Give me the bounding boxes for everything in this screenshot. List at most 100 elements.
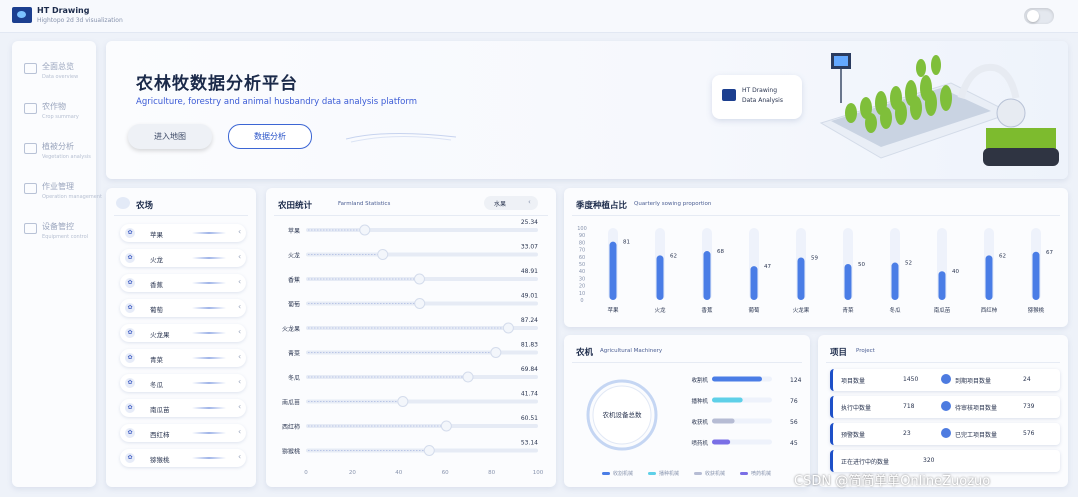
stat-value: 24 [1023,376,1031,383]
crop-icon: ✿ [125,378,135,388]
sidebar-item-crops[interactable]: 农作物 Crop summary [22,99,92,129]
project-stat-card: 执行中数量 718 待审核项目数量 739 [830,396,1060,418]
season-y-tick: 80 [579,240,585,246]
farm-category-label: 火龙 [288,252,300,260]
farm-value-label: 60.51 [521,415,538,422]
divider [572,362,802,363]
project-stat-card: 预警数量 23 已完工项目数量 576 [830,423,1060,445]
chevron-left-icon: ‹ [238,402,242,411]
chevron-left-icon: ‹ [238,427,242,436]
sidebar-item-sublabel: Operation management [42,194,102,200]
crop-label: 西红柿 [150,431,170,439]
farm-x-tick: 0 [304,470,308,476]
panel-title-en: Farmland Statistics [338,201,391,207]
tractor-icon [24,223,37,234]
app-title: HT Drawing [37,6,90,15]
crop-item[interactable]: ✿ 西红柿 ‹ [120,424,246,442]
leaf-icon [24,103,37,114]
farm-value-label: 41.74 [521,391,538,398]
crop-item[interactable]: ✿ 冬瓜 ‹ [120,374,246,392]
panel-title: 农田统计 [278,201,313,211]
season-value-label: 40 [952,269,959,275]
crop-item[interactable]: ✿ 香蕉 ‹ [120,274,246,292]
crop-item[interactable]: ✿ 火龙果 ‹ [120,324,246,342]
chevron-left-icon: ‹ [238,352,242,361]
machinery-legend-label: 收获机械 [705,470,725,477]
sidebar-item-operation[interactable]: 作业管理 Operation management [22,179,102,209]
sidebar-item-vegetation[interactable]: 植被分析 Vegetation analysis [22,139,92,169]
category-select[interactable]: 水果 ‹ [484,196,538,210]
farm-x-tick: 40 [395,470,402,476]
farm-x-tick: 20 [349,470,356,476]
stat-value: 23 [903,430,911,437]
chevron-left-icon: ‹ [238,277,242,286]
season-category-label: 冬瓜 [889,306,901,314]
project-stat-card: 正在进行中的数量 320 [830,450,1060,472]
crop-label: 苹果 [150,231,163,239]
crop-item[interactable]: ✿ 苹果 ‹ [120,224,246,242]
stat-label: 执行中数量 [841,405,872,412]
sidebar-item-equipment[interactable]: 设备管控 Equipment control [22,219,92,249]
crop-item[interactable]: ✿ 猕猴桃 ‹ [120,449,246,467]
farm-bar-knob [462,371,474,383]
wave-decoration [192,232,226,234]
crop-item[interactable]: ✿ 葡萄 ‹ [120,299,246,317]
farmland-panel: 农田统计 Farmland Statistics 水果 ‹ 苹果 25.34 火龙 3… [266,188,556,487]
season-value-label: 68 [717,249,724,255]
season-value-label: 62 [999,253,1006,259]
enter-map-button[interactable]: 进入地图 [128,124,212,149]
sidebar-item-label: 植被分析 [42,142,74,151]
season-y-tick: 20 [579,284,585,290]
farm-bar-track [306,399,538,404]
sidebar-item-overview[interactable]: 全面总览 Data overview [22,59,92,89]
page-title: 农林牧数据分析平台 [136,74,298,94]
machinery-value-label: 45 [790,440,798,447]
crop-item[interactable]: ✿ 火龙 ‹ [120,249,246,267]
machinery-ring-inner [592,385,652,445]
season-value-label: 50 [858,262,865,268]
crop-label: 火龙 [150,256,163,264]
sidebar-item-sublabel: Vegetation analysis [42,154,91,160]
farm-category-label: 南瓜苗 [282,399,300,407]
data-analysis-button[interactable]: 数据分析 [228,124,312,149]
dashboard-icon [24,63,37,74]
crop-item[interactable]: ✿ 青菜 ‹ [120,349,246,367]
season-y-tick: 70 [579,248,585,254]
machinery-bar [712,439,731,445]
theme-toggle[interactable] [1024,8,1054,24]
divider [826,362,1060,363]
farm-category-label: 苹果 [288,227,300,235]
calendar-icon [24,183,37,194]
farm-x-tick: 80 [488,470,495,476]
machinery-bar [712,418,735,424]
machinery-panel: 农机 Agricultural Machinery 农机设备总数 收割机 124 播种… [564,335,810,487]
ht-logo-icon [722,89,736,101]
crop-label: 火龙果 [150,331,170,339]
panel-title: 季度种植占比 [576,201,628,211]
machinery-category-label: 收割机 [691,376,708,384]
machinery-category-label: 收获机 [691,418,708,426]
farm-value-label: 48.91 [521,268,538,275]
wave-decoration [192,332,226,334]
season-bar [938,271,946,300]
season-y-tick: 0 [580,298,583,304]
top-bar: HT Drawing Hightopo 2d 3d visualization [0,0,1078,33]
farm-category-label: 冬瓜 [288,374,300,382]
farm-bar-track [306,228,538,232]
panel-title: 农机 [576,348,594,358]
machinery-value-label: 124 [790,377,802,384]
wave-decoration [192,307,226,309]
stat-label: 待审核项目数量 [955,405,998,412]
crop-icon: ✿ [125,228,135,238]
season-y-tick: 40 [579,269,585,275]
season-bar [703,251,711,300]
farm-category-label: 西红柿 [282,423,300,431]
farm-bar-knob [397,396,409,407]
season-value-label: 59 [811,256,818,262]
crop-item[interactable]: ✿ 南瓜苗 ‹ [120,399,246,417]
info-card-title: HT Drawing [742,87,778,94]
crop-icon: ✿ [125,303,135,313]
user-icon [941,401,951,411]
season-chart: 100908070605040302010081苹果62火龙68香蕉47葡萄59… [577,226,1053,314]
farm-x-tick: 60 [442,470,449,476]
